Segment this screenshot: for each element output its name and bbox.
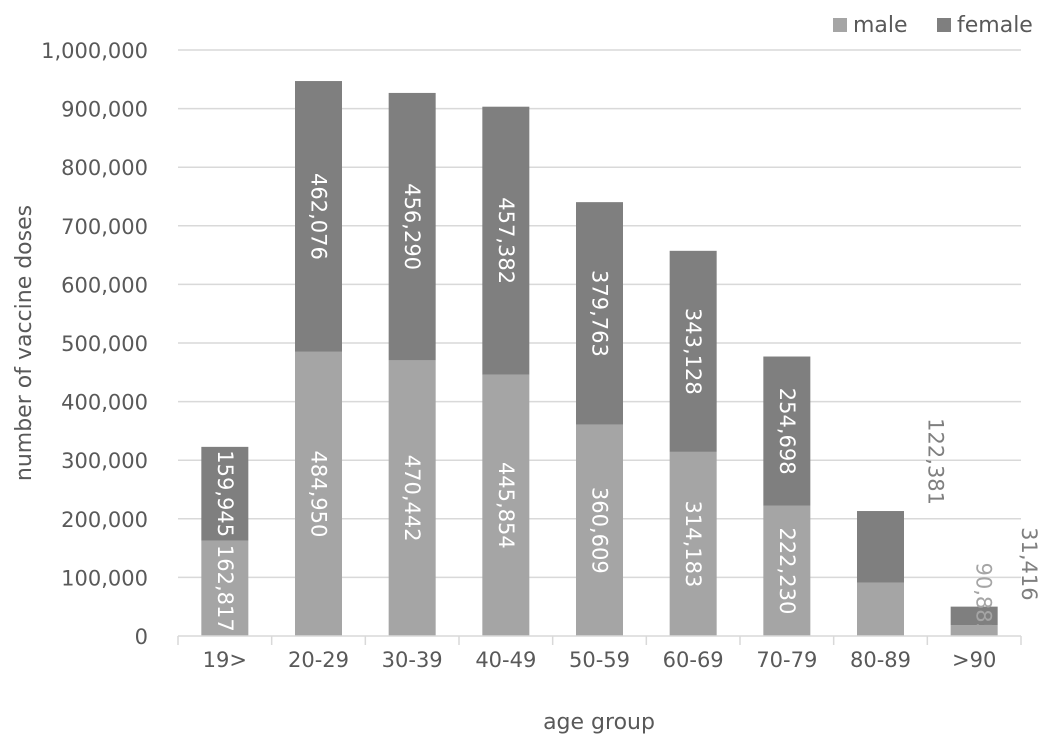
x-tick-label: 20-29 <box>288 648 349 672</box>
bar-female <box>388 92 436 361</box>
y-tick-label: 1,000,000 <box>41 39 148 63</box>
y-tick-label: 500,000 <box>61 332 148 356</box>
axes: 0 100,000 200,000 300,000 400,000 500,000 600,… <box>41 39 1022 672</box>
y-tick-label: 100,000 <box>61 566 148 590</box>
data-label-female: 457,382 <box>494 197 518 284</box>
x-tick-label: >90 <box>952 648 996 672</box>
bars <box>201 81 998 636</box>
bar-male <box>857 582 904 636</box>
x-tick-label: 19> <box>203 648 247 672</box>
data-label-male: 445,854 <box>494 462 518 549</box>
bar-female <box>950 606 998 626</box>
x-tick-label: 60-69 <box>663 648 724 672</box>
data-label-female: 456,290 <box>400 183 424 270</box>
bar-female <box>482 106 530 375</box>
data-label-male: 484,950 <box>307 450 331 537</box>
data-label-female: 462,076 <box>307 173 331 260</box>
data-label-female: 122,381 <box>924 418 948 505</box>
bar-male <box>388 360 436 636</box>
data-label-male: 314,183 <box>681 501 705 588</box>
y-tick-label: 600,000 <box>61 273 148 297</box>
data-label-female: 379,763 <box>588 270 612 357</box>
bar-female <box>295 81 342 352</box>
bar-male <box>763 505 811 636</box>
x-tick-label: 50-59 <box>569 648 630 672</box>
legend-swatch-female <box>937 18 951 32</box>
legend-label-female: female <box>957 13 1033 38</box>
x-tick-label: 30-39 <box>382 648 443 672</box>
data-label-female: 159,945 <box>213 450 237 537</box>
bar-male <box>295 351 342 636</box>
legend-label-male: male <box>853 13 908 38</box>
bar-male <box>201 540 249 636</box>
data-labels: 162,817 159,945 484,950 462,076 470,442 456,2… <box>213 173 1041 636</box>
x-tick-label: 40-49 <box>475 648 536 672</box>
x-tick-label: 70-79 <box>756 648 817 672</box>
data-label-male: 162,817 <box>213 545 237 632</box>
bar-female <box>857 511 904 583</box>
y-tick-label: 700,000 <box>61 215 148 239</box>
y-tick-label: 200,000 <box>61 508 148 532</box>
bar-male <box>482 374 530 636</box>
data-label-male: 222,230 <box>775 527 799 614</box>
legend: male female <box>833 13 1033 38</box>
data-label-female: 31,416 <box>1017 527 1041 600</box>
bar-female <box>201 446 249 541</box>
y-tick-label: 400,000 <box>61 391 148 415</box>
y-tick-label: 0 <box>135 625 148 649</box>
y-tick-label: 900,000 <box>61 98 148 122</box>
bar-male <box>669 451 717 636</box>
x-tick-label: 80-89 <box>850 648 911 672</box>
data-label-female: 343,128 <box>681 308 705 395</box>
y-tick-label: 800,000 <box>61 156 148 180</box>
x-axis-title: age group <box>543 710 655 735</box>
legend-swatch-male <box>833 18 847 32</box>
y-axis-title: number of vaccine doses <box>12 205 37 481</box>
bar-female <box>576 202 623 425</box>
data-label-male: 90,885 <box>972 563 996 636</box>
bar-male <box>576 424 623 636</box>
bar-female <box>669 250 717 452</box>
data-label-female: 254,698 <box>775 388 799 475</box>
bar-male <box>950 625 998 636</box>
data-label-male: 470,442 <box>400 455 424 542</box>
data-label-male: 360,609 <box>588 487 612 574</box>
y-tick-label: 300,000 <box>61 449 148 473</box>
bar-female <box>763 356 811 506</box>
